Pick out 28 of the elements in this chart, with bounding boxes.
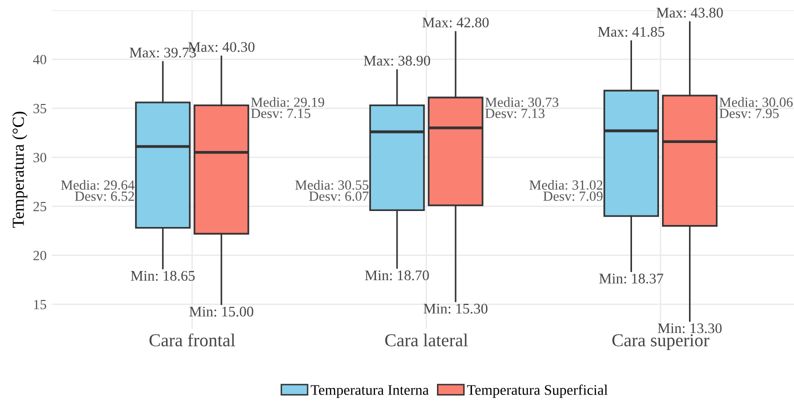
y-tick-label: 35 xyxy=(34,104,46,114)
x-tick-label: Cara frontal xyxy=(150,333,236,346)
x-tick-label: Cara lateral xyxy=(385,334,468,346)
annotation: Media: 30.73 Desv: 7.13 xyxy=(485,97,558,118)
y-tick-label: 20 xyxy=(33,250,46,260)
annotation: Max: 41.85 xyxy=(598,26,664,37)
legend-label: Temperatura Interna xyxy=(310,385,429,398)
y-tick-label: 15 xyxy=(34,300,46,310)
annotation: Media: 31.02 Desv: 7.09 xyxy=(529,180,603,201)
y-tick-label: 30 xyxy=(34,152,46,162)
annotation: Max: 38.90 xyxy=(364,56,430,66)
annotation: Min: 15.00 xyxy=(189,306,254,317)
annotation: Min: 18.65 xyxy=(130,270,195,281)
y-tick-label: 40 xyxy=(33,54,46,64)
y-tick-label: 25 xyxy=(33,202,46,212)
annotation: Min: 18.37 xyxy=(599,274,664,284)
annotation: Min: 15.30 xyxy=(424,304,488,314)
annotation: Min: 18.70 xyxy=(365,270,429,280)
y-axis-title: Temperatura (°C) xyxy=(12,112,28,228)
annotation: Max: 42.80 xyxy=(422,18,489,28)
annotation: Min: 13.30 xyxy=(658,323,722,334)
legend-label: Temperatura Superficial xyxy=(467,384,608,398)
annotation: Media: 29.19 Desv: 7.15 xyxy=(251,97,324,118)
annotation: Max: 43.80 xyxy=(656,8,723,18)
annotation: Media: 30.06 Desv: 7.95 xyxy=(719,97,793,118)
x-tick-label: Cara superior xyxy=(612,334,710,350)
annotation: Media: 30.55 Desv: 6.07 xyxy=(295,180,369,201)
annotation: Media: 29.64 Desv: 6.52 xyxy=(61,180,135,201)
